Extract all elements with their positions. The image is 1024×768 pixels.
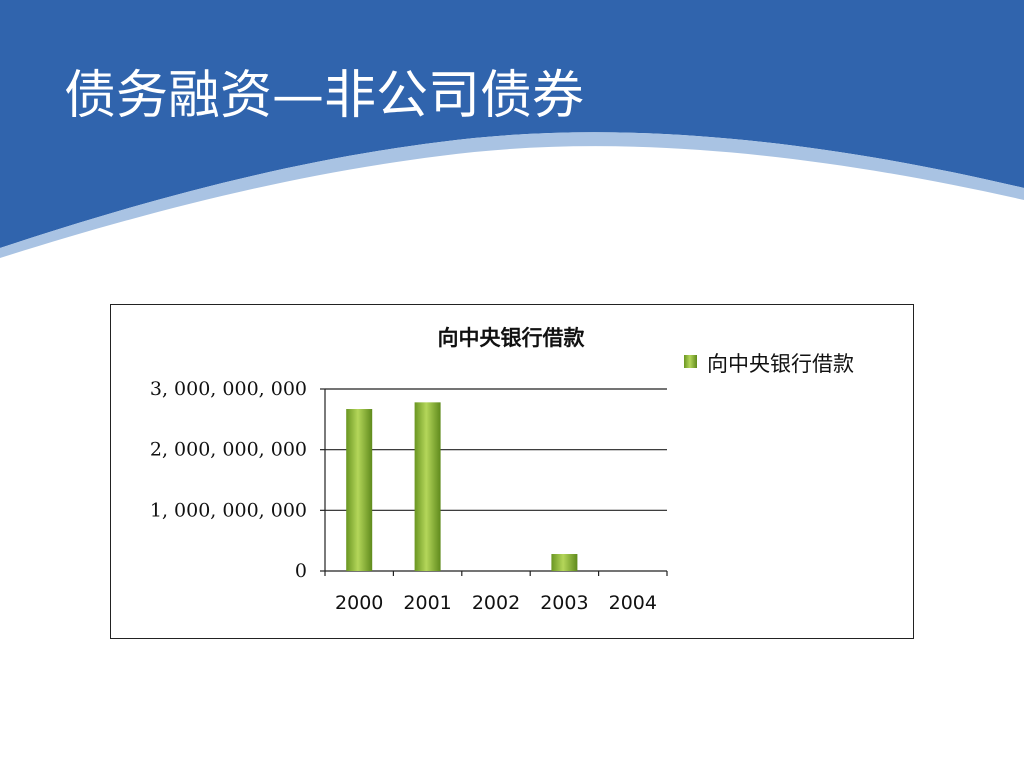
slide-title: 债务融资—非公司债券 xyxy=(64,66,585,126)
legend: 向中央银行借款 xyxy=(684,352,854,376)
y-tick-label: 1, 000, 000, 000 xyxy=(150,499,307,521)
legend-label: 向中央银行借款 xyxy=(707,352,854,376)
axes xyxy=(320,388,668,576)
legend-swatch xyxy=(684,355,697,368)
bar-2003 xyxy=(551,554,578,571)
x-tick-label: 2002 xyxy=(472,592,520,614)
header-swoosh-highlight xyxy=(0,132,1024,258)
y-tick-label: 3, 000, 000, 000 xyxy=(150,378,307,400)
chart-title: 向中央银行借款 xyxy=(438,326,586,350)
y-tick-label: 2, 000, 000, 000 xyxy=(150,439,307,461)
x-tick-label: 2004 xyxy=(609,592,657,614)
bar-chart: 向中央银行借款 0 1, 000, 000, 000 2, 000, 000, 00… xyxy=(150,326,854,614)
bar-2001 xyxy=(414,402,441,571)
x-tick-label: 2003 xyxy=(540,592,588,614)
bar-2000 xyxy=(346,409,373,571)
gridlines xyxy=(325,388,667,511)
y-tick-label: 0 xyxy=(295,560,307,582)
chart-container: 向中央银行借款 0 1, 000, 000, 000 2, 000, 000, 00… xyxy=(110,304,914,639)
x-tick-label: 2001 xyxy=(403,592,451,614)
x-tick-label: 2000 xyxy=(335,592,383,614)
bars xyxy=(346,402,578,571)
x-tick-labels: 2000 2001 2002 2003 2004 xyxy=(335,592,657,614)
header-swoosh-background xyxy=(0,0,1024,258)
header-blue-band xyxy=(0,0,1024,248)
y-tick-labels: 0 1, 000, 000, 000 2, 000, 000, 000 3, 000,… xyxy=(150,378,307,582)
